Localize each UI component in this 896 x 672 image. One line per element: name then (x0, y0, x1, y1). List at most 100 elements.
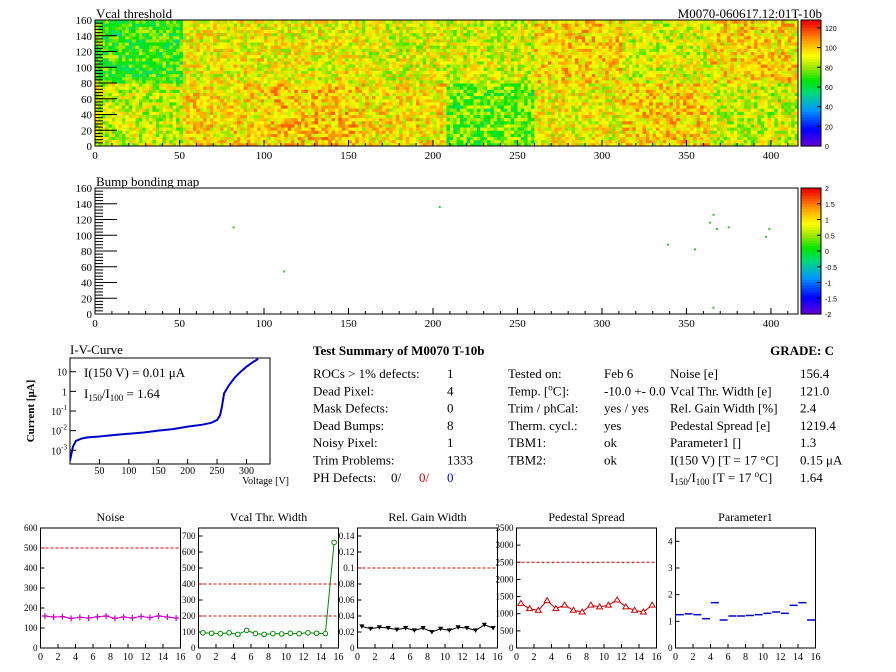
heatmap-cell (510, 83, 515, 87)
heatmap-cell (487, 98, 491, 103)
heatmap-cell (378, 136, 383, 141)
heatmap-cell (348, 86, 353, 90)
heatmap-cell (517, 98, 522, 103)
heatmap-cell (378, 120, 383, 125)
heatmap-cell (581, 105, 586, 109)
heatmap-cell (193, 51, 197, 56)
heatmap-cell (122, 70, 126, 75)
heatmap-cell (547, 114, 552, 119)
heatmap-cell (118, 57, 123, 62)
heatmap-cell (395, 133, 400, 138)
heatmap-cell (287, 95, 292, 100)
heatmap-cell (193, 136, 197, 141)
heatmap-cell (629, 139, 633, 144)
heatmap-cell (713, 133, 718, 138)
heatmap-cell (449, 92, 454, 97)
heatmap-cell (345, 117, 349, 122)
heatmap-cell (470, 136, 475, 141)
heatmap-cell (220, 67, 224, 71)
heatmap-cell (236, 133, 241, 138)
heatmap-cell (132, 54, 137, 59)
heatmap-cell (142, 42, 147, 46)
heatmap-cell (524, 142, 529, 146)
heatmap-cell (429, 98, 434, 103)
heatmap-cell (510, 136, 515, 141)
heatmap-cell (676, 98, 681, 103)
heatmap-cell (169, 32, 174, 37)
heatmap-cell (209, 29, 214, 34)
heatmap-cell (666, 117, 671, 122)
heatmap-cell (122, 108, 126, 112)
heatmap-cell (517, 114, 522, 119)
heatmap-cell (318, 95, 322, 100)
heatmap-cell (98, 105, 103, 109)
heatmap-cell (449, 98, 454, 103)
heatmap-cell (196, 89, 201, 93)
heatmap-cell (287, 92, 292, 97)
heatmap-cell (196, 26, 201, 30)
heatmap-cell (754, 83, 758, 87)
heatmap-cell (307, 117, 312, 122)
heatmap-cell (666, 120, 671, 125)
heatmap-cell (449, 108, 454, 112)
heatmap-cell (138, 45, 143, 49)
heatmap-cell (318, 98, 322, 103)
heatmap-cell (453, 127, 458, 131)
heatmap-cell (527, 123, 532, 128)
heatmap-cell (578, 133, 583, 138)
heatmap-cell (683, 136, 687, 141)
heatmap-cell (179, 64, 184, 68)
heatmap-cell (186, 114, 191, 119)
heatmap-cell (672, 139, 677, 144)
heatmap-cell (365, 120, 370, 125)
heatmap-cell (165, 136, 170, 141)
heatmap-cell (145, 38, 150, 43)
heatmap-cell (561, 108, 566, 112)
heatmap-cell (534, 123, 539, 128)
heatmap-cell (770, 95, 775, 100)
heatmap-cell (537, 86, 542, 90)
heatmap-cell (304, 108, 309, 112)
heatmap-cell (186, 133, 191, 138)
heatmap-cell (118, 48, 123, 52)
heatmap-cell (706, 123, 711, 128)
heatmap-cell (159, 32, 164, 37)
heatmap-cell (263, 117, 268, 122)
heatmap-cell (351, 133, 356, 138)
heatmap-cell (101, 54, 106, 59)
heatmap-cell (720, 86, 725, 90)
heatmap-cell (122, 60, 126, 65)
heatmap-cell (220, 108, 224, 112)
heatmap-cell (304, 89, 309, 93)
heatmap-cell (206, 67, 211, 71)
heatmap-cell (534, 142, 539, 146)
heatmap-cell (449, 114, 454, 119)
heatmap-cell (487, 130, 491, 134)
heatmap-cell (585, 92, 589, 97)
heatmap-cell (182, 67, 187, 71)
heatmap-cell (392, 139, 397, 144)
heatmap-cell (443, 89, 447, 93)
heatmap-cell (307, 136, 312, 141)
heatmap-cell (216, 60, 221, 65)
heatmap-cell (561, 92, 566, 97)
heatmap-cell (186, 45, 191, 49)
heatmap-cell (186, 142, 191, 146)
heatmap-cell (98, 127, 103, 131)
heatmap-cell (301, 95, 306, 100)
heatmap-cell (355, 108, 360, 112)
heatmap-cell (733, 142, 738, 146)
heatmap-cell (466, 133, 471, 138)
heatmap-cell (135, 29, 140, 34)
heatmap-cell (348, 98, 353, 103)
heatmap-cell (132, 98, 137, 103)
heatmap-cell (422, 136, 427, 141)
heatmap-cell (416, 142, 420, 146)
heatmap-cell (338, 142, 343, 146)
heatmap-cell (794, 92, 798, 97)
heatmap-cell (149, 20, 153, 24)
heatmap-cell (585, 133, 589, 138)
heatmap-cell (179, 35, 184, 40)
heatmap-cell (389, 105, 393, 109)
heatmap-cell (122, 79, 126, 84)
